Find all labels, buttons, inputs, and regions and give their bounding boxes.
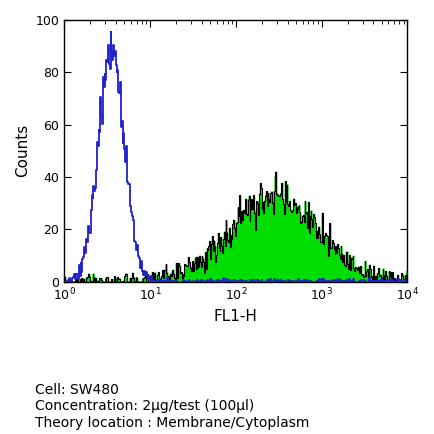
X-axis label: FL1-H: FL1-H bbox=[214, 309, 258, 323]
Text: Cell: SW480
Concentration: 2μg/test (100μl)
Theory location : Membrane/Cytoplasm: Cell: SW480 Concentration: 2μg/test (100… bbox=[35, 383, 309, 430]
Y-axis label: Counts: Counts bbox=[15, 124, 30, 178]
